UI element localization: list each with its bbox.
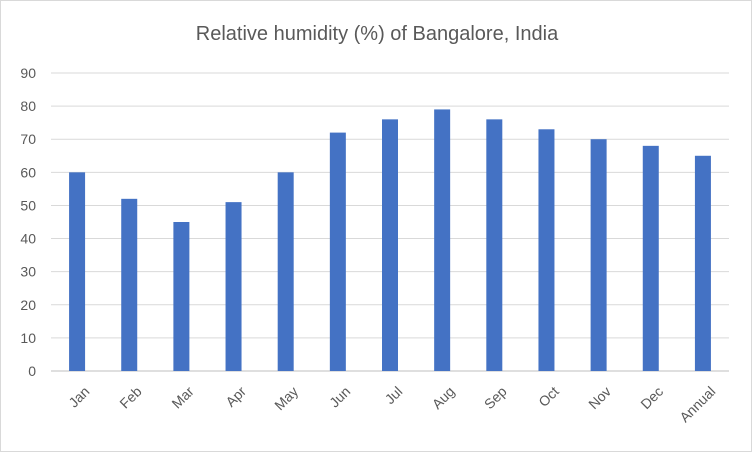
y-tick-label: 70	[20, 131, 36, 147]
bar-oct	[538, 129, 555, 371]
x-axis-ticks: Jan Feb Mar Apr May Jun Jul Aug Sep Oct Nov Dec Annu…	[65, 383, 718, 425]
bar-jun	[329, 132, 346, 371]
x-tick-label: Jul	[382, 383, 406, 407]
x-tick-label: Jun	[326, 383, 353, 410]
y-tick-label: 50	[20, 197, 36, 213]
bar-dec	[642, 145, 659, 371]
bar-annual	[694, 155, 711, 371]
bar-jul	[382, 119, 398, 371]
y-axis-ticks: 0 10 20 30 40 50 60 70 80 90	[20, 65, 36, 379]
y-tick-label: 20	[20, 297, 36, 313]
chart-title: Relative humidity (%) of Bangalore, Indi…	[196, 23, 559, 45]
x-tick-label: Apr	[222, 383, 249, 410]
bar-jan	[69, 172, 86, 371]
bar-feb	[121, 198, 138, 371]
bar-apr	[225, 202, 242, 371]
x-tick-label: Feb	[116, 383, 145, 412]
bar-mar	[173, 222, 190, 371]
bars	[69, 109, 711, 371]
x-tick-label: Mar	[168, 383, 197, 412]
x-tick-label: Aug	[429, 383, 458, 412]
y-tick-label: 80	[20, 98, 36, 114]
x-tick-label: May	[271, 383, 301, 413]
x-tick-label: Nov	[585, 383, 614, 412]
bar-aug	[434, 109, 451, 371]
y-tick-label: 0	[28, 363, 36, 379]
y-tick-label: 40	[20, 231, 36, 247]
x-tick-label: Sep	[481, 383, 510, 412]
y-tick-label: 60	[20, 164, 36, 180]
bar-sep	[486, 119, 503, 371]
y-tick-label: 30	[20, 264, 36, 280]
y-tick-label: 10	[20, 330, 36, 346]
x-tick-label: Oct	[535, 383, 562, 410]
x-tick-label: Jan	[65, 383, 92, 410]
y-tick-label: 90	[20, 65, 36, 81]
bar-nov	[590, 139, 607, 371]
x-tick-label: Annual	[676, 383, 718, 425]
bar-may	[277, 172, 294, 371]
x-tick-label: Dec	[637, 383, 666, 412]
